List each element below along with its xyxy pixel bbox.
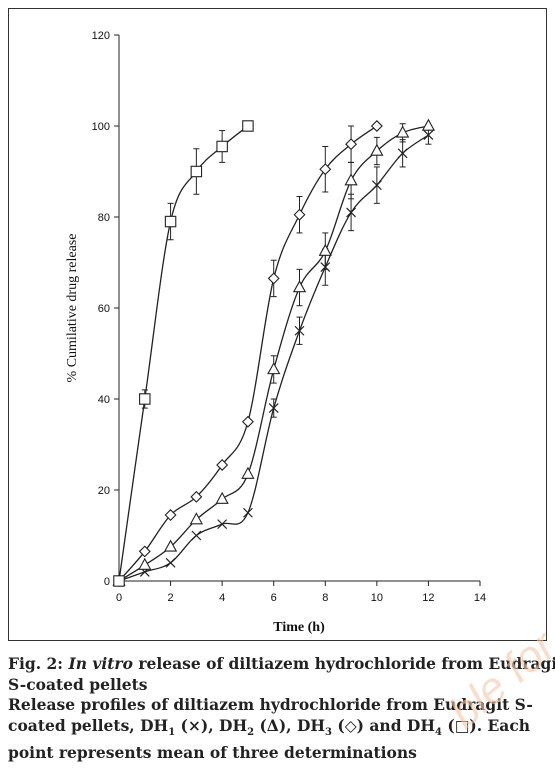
cross-stroke: [294, 325, 305, 336]
cross-marker: [268, 403, 279, 414]
triangle-marker: [163, 539, 178, 552]
series-triangle: [112, 118, 436, 586]
cross-marker: [191, 530, 202, 541]
cross-stroke: [371, 180, 382, 191]
cross-stroke: [217, 519, 228, 530]
triangle-marker: [370, 143, 384, 156]
cross-marker: [243, 507, 253, 518]
x-tick-label: 8: [322, 592, 328, 604]
triangle-marker: [267, 362, 281, 375]
x-tick-label: 6: [271, 592, 277, 604]
caption-text: (Δ), DH: [254, 715, 326, 735]
caption-text: (×), DH: [175, 715, 248, 735]
series-square: [113, 120, 254, 587]
caption-text: (□). Each: [441, 715, 531, 735]
diamond-marker: [216, 458, 229, 471]
caption-subscript: 1: [168, 726, 176, 738]
figure-caption: Fig. 2: In vitro release of diltiazem hy…: [8, 654, 555, 764]
x-tick-label: 14: [474, 592, 486, 604]
y-tick-label: 60: [98, 303, 110, 315]
cross-stroke: [191, 530, 202, 541]
x-tick-label: 4: [219, 592, 225, 604]
triangle-marker: [292, 280, 307, 293]
triangle-marker: [396, 125, 410, 138]
x-tick-label: 0: [116, 592, 122, 604]
y-tick-label: 100: [92, 121, 110, 133]
diamond-marker: [164, 509, 177, 522]
triangle-marker: [421, 118, 436, 131]
series-cross: [114, 125, 434, 586]
series-line: [118, 125, 249, 582]
cross-marker: [217, 519, 228, 530]
cross-marker: [371, 180, 382, 191]
series-diamond: [113, 120, 383, 587]
caption-subscript: 2: [247, 726, 255, 738]
triangle-marker: [344, 173, 358, 186]
figure-frame: [8, 8, 547, 641]
y-axis-label: % Cumilative drug release: [65, 234, 80, 383]
square-marker: [164, 215, 177, 228]
caption-in-vitro: In vitro: [68, 654, 133, 673]
axes-layer: 0 20 40 60 80 100 120 0 2 4 6 8 10 12 14: [92, 30, 486, 604]
caption-line-1: Fig. 2: In vitro release of diltiazem hy…: [8, 654, 555, 675]
series-layer: [112, 118, 436, 587]
cross-marker: [346, 207, 356, 218]
triangle-marker: [215, 491, 229, 504]
diamond-marker: [267, 272, 280, 285]
x-tick-label: 2: [168, 592, 174, 604]
caption-line-2: S-coated pellets: [8, 674, 148, 694]
square-marker: [113, 575, 125, 587]
diamond-marker: [345, 138, 358, 151]
caption-text: (◇) and DH: [332, 715, 436, 735]
y-tick-label: 40: [98, 394, 110, 406]
cross-marker: [397, 148, 408, 159]
cross-stroke: [397, 148, 408, 159]
diamond-marker: [370, 120, 383, 132]
triangle-marker: [189, 512, 203, 525]
triangle-marker: [241, 466, 255, 479]
release-profile-chart: 0 20 40 60 80 100 120 0 2 4 6 8 10 12 14 Time (h) % Cu…: [65, 30, 486, 635]
cross-marker: [423, 130, 434, 141]
series-line: [118, 125, 429, 582]
caption-subscript: 3: [325, 726, 332, 738]
series-line: [118, 125, 378, 582]
cross-stroke: [165, 557, 176, 568]
caption-line-5: point represents mean of three determina…: [8, 743, 417, 763]
y-tick-label: 80: [98, 212, 110, 224]
diamond-marker: [319, 163, 332, 176]
diamond-marker: [190, 490, 203, 503]
x-tick-label: 12: [422, 592, 434, 604]
x-tick-label: 10: [371, 592, 383, 604]
cross-stroke: [268, 403, 279, 414]
cross-stroke: [346, 207, 356, 218]
square-marker: [216, 140, 228, 153]
diamond-marker: [293, 208, 306, 221]
caption-line-3: Release profiles of diltiazem hydrochlor…: [8, 695, 533, 714]
square-marker: [139, 393, 151, 405]
square-marker: [242, 120, 254, 132]
caption-text: coated pellets, DH: [8, 715, 169, 735]
caption-subscript: 4: [435, 726, 442, 738]
triangle-marker: [318, 243, 332, 256]
x-axis-label: Time (h): [273, 620, 325, 635]
caption-title-rest: release of diltiazem hydrochloride from …: [132, 654, 555, 673]
caption-line-4: coated pellets, DH1 (×), DH2 (Δ), DH3 (◇…: [8, 716, 550, 744]
square-marker: [190, 165, 203, 178]
cross-stroke: [243, 507, 253, 518]
y-tick-label: 20: [98, 485, 110, 497]
cross-stroke: [423, 130, 434, 141]
triangle-marker: [138, 557, 152, 570]
y-tick-label: 0: [104, 576, 110, 588]
cross-marker: [165, 557, 176, 568]
caption-fig-label: Fig. 2:: [8, 654, 69, 673]
cross-marker: [294, 325, 305, 336]
diamond-marker: [241, 415, 254, 428]
y-tick-label: 120: [92, 30, 110, 42]
diamond-marker: [138, 545, 151, 558]
